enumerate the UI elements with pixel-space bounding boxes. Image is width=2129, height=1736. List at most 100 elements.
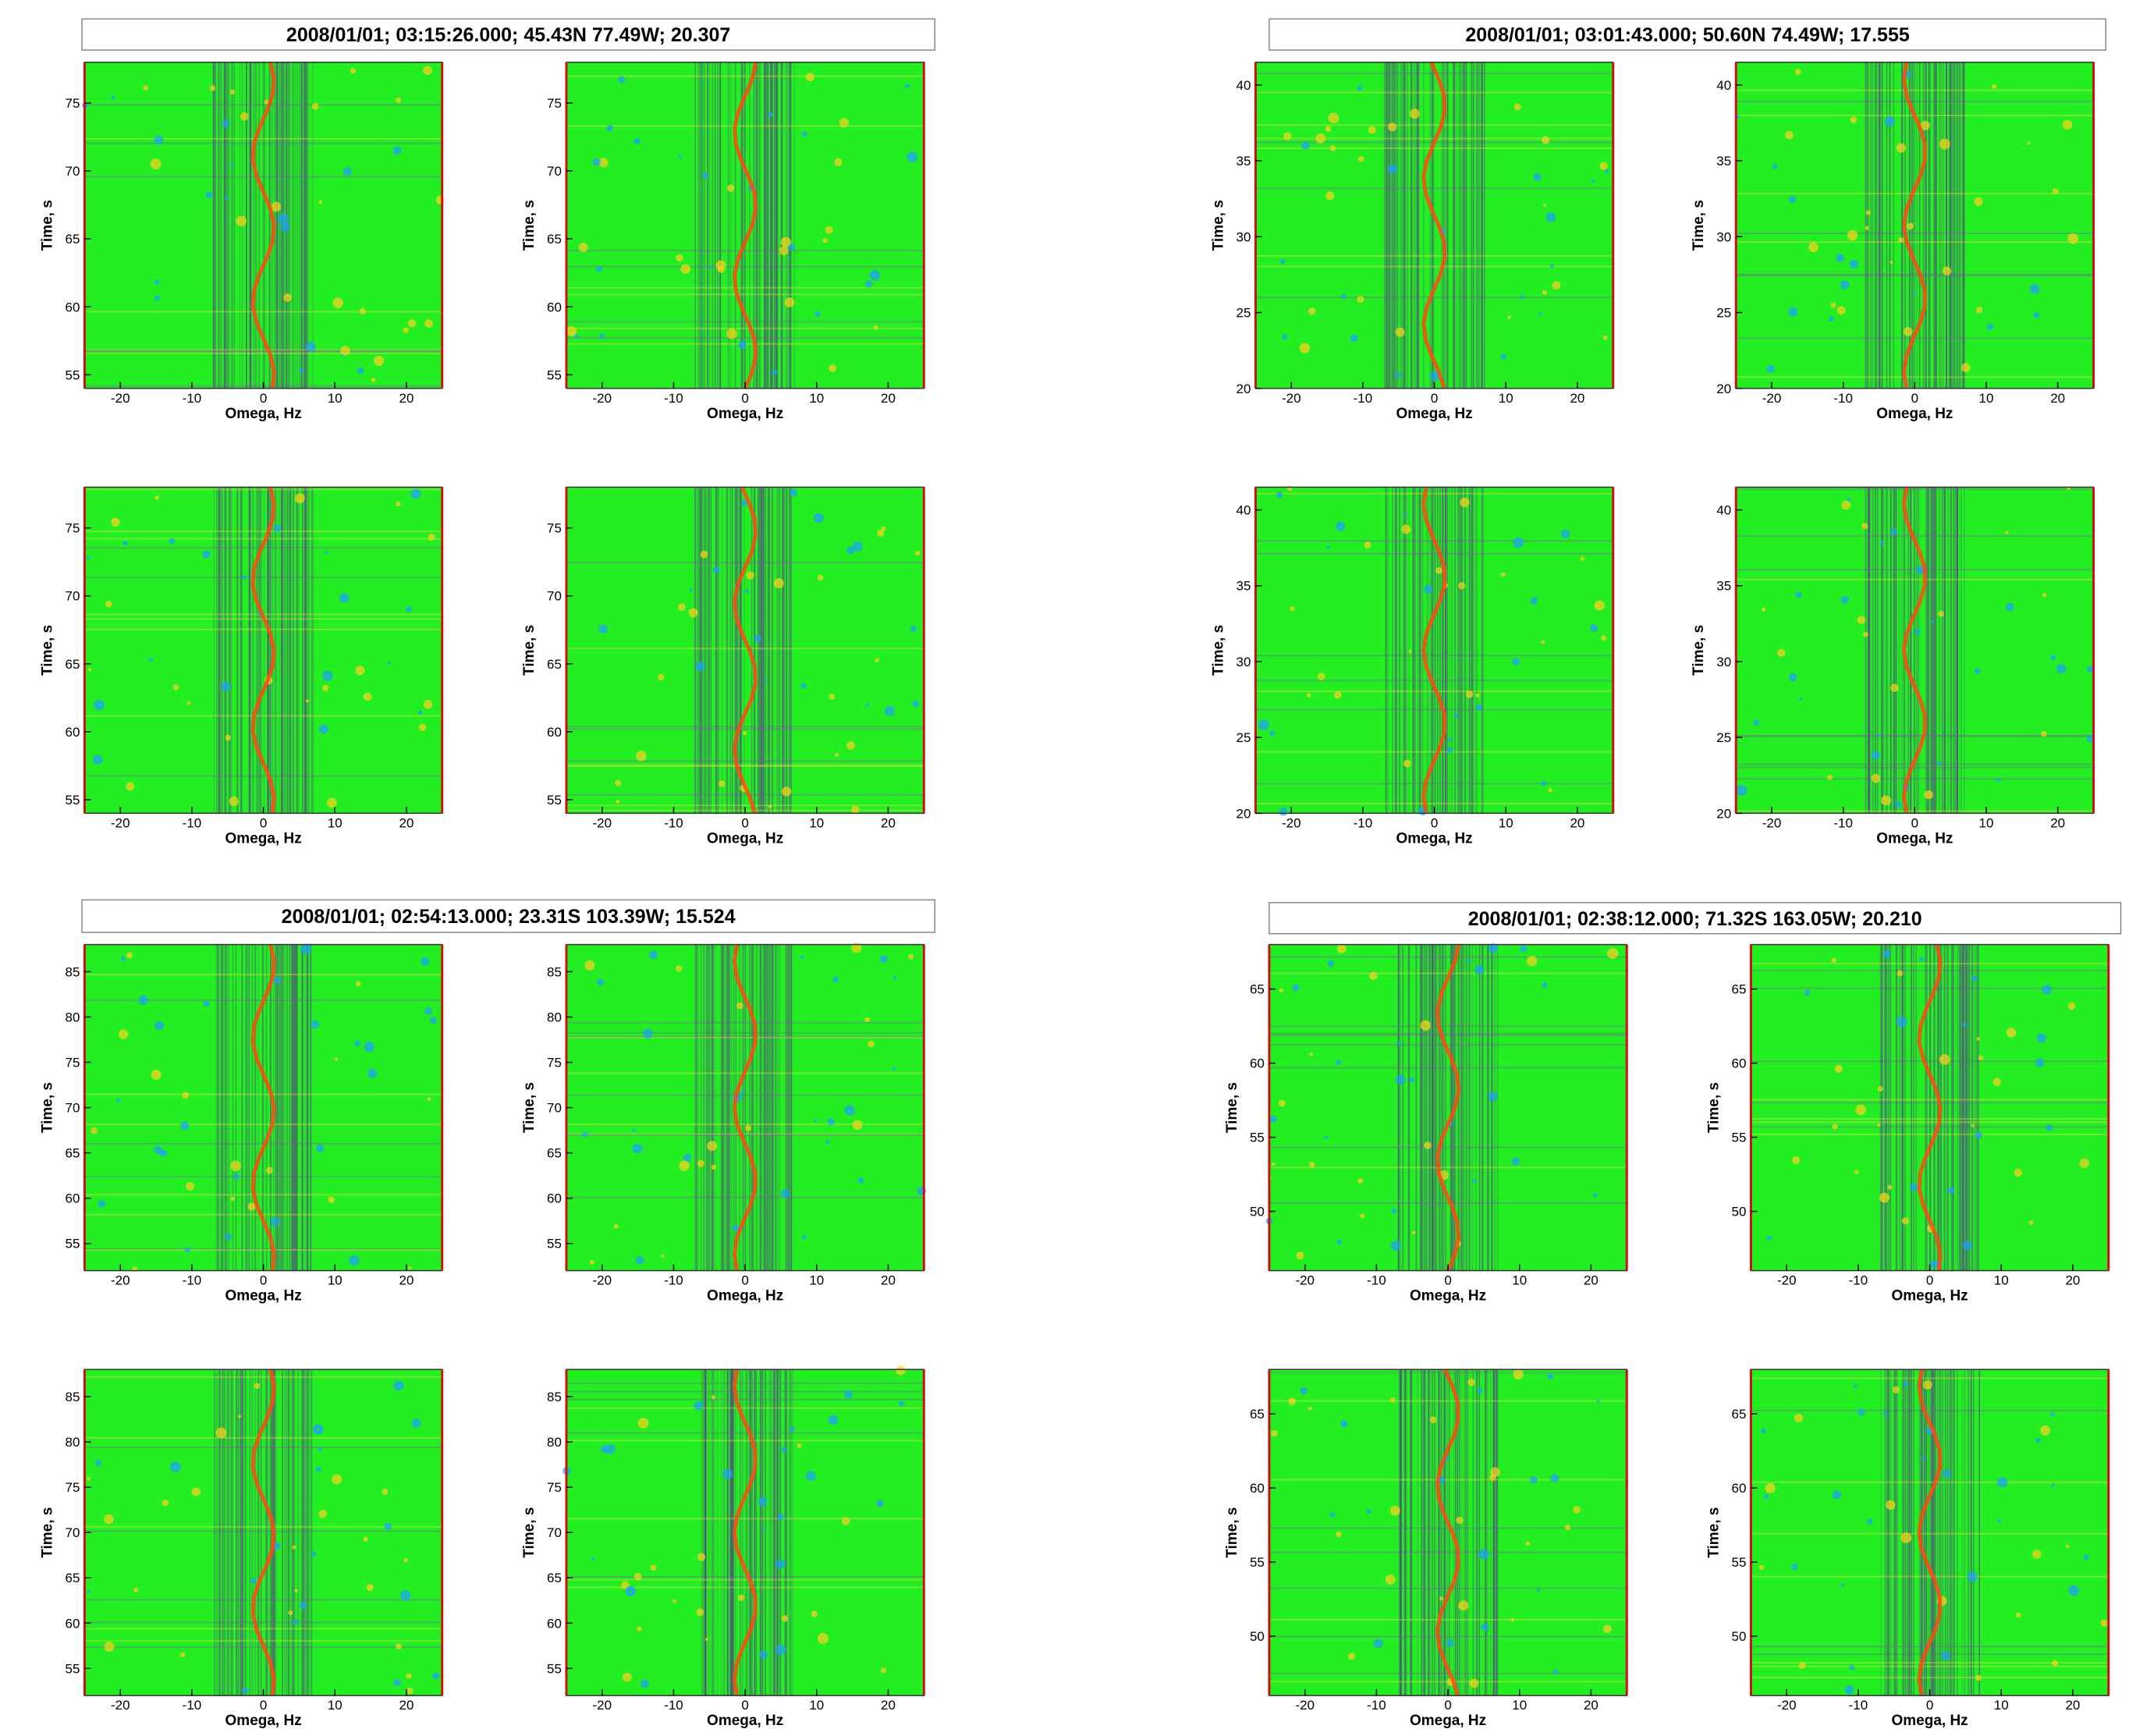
x-tick-label: 10 xyxy=(809,391,824,406)
spectrogram-texture xyxy=(596,266,602,272)
spectrogram-texture xyxy=(818,575,824,581)
spectrogram-texture xyxy=(192,1487,200,1496)
spectrogram-texture xyxy=(1424,1141,1432,1149)
y-tick-label: 75 xyxy=(547,1480,562,1495)
spectrogram-texture xyxy=(1833,1490,1841,1499)
spectrogram-texture xyxy=(1963,1241,1972,1250)
y-axis-label: Time, s xyxy=(521,1082,538,1133)
y-tick-label: 55 xyxy=(547,1237,562,1251)
spectrogram-texture xyxy=(393,1380,403,1390)
spectrogram-texture xyxy=(1996,779,2000,783)
spectrogram-texture xyxy=(2005,531,2008,534)
spectrogram-texture xyxy=(1765,1483,1776,1493)
spectrogram-texture xyxy=(1366,1509,1371,1514)
spectrogram-texture xyxy=(1987,324,1993,330)
spectrogram-texture xyxy=(726,328,737,339)
spectrogram-texture xyxy=(1421,1021,1431,1031)
spectrogram-texture xyxy=(1887,1185,1892,1190)
spectrogram-texture xyxy=(104,1514,114,1525)
y-tick-label: 80 xyxy=(66,1010,80,1024)
spectrogram-texture xyxy=(775,1645,786,1655)
spectrogram-texture xyxy=(1897,1017,1907,1028)
spectrogram-texture xyxy=(2042,985,2051,994)
y-tick-label: 65 xyxy=(66,1571,80,1585)
spectrogram-texture xyxy=(343,167,352,176)
spectrogram-texture xyxy=(864,1017,870,1023)
y-tick-label: 65 xyxy=(547,232,562,247)
spectrogram-texture xyxy=(1410,108,1420,119)
spectrogram-texture xyxy=(1599,162,1607,169)
spectrogram-texture xyxy=(1883,1411,1888,1416)
spectrogram-texture xyxy=(584,960,594,971)
spectrogram-texture xyxy=(754,635,762,643)
y-axis-label: Time, s xyxy=(1691,200,1707,250)
spectrogram-texture xyxy=(1341,293,1347,299)
spectrogram-texture xyxy=(765,680,768,683)
spectrogram-texture xyxy=(880,955,888,963)
y-tick-label: 20 xyxy=(1236,382,1251,396)
spectrogram-texture xyxy=(772,370,777,375)
spectrogram-texture xyxy=(1595,601,1605,611)
spectrogram-texture xyxy=(913,701,920,708)
spectrogram-texture xyxy=(865,280,873,288)
panel: -20-10010202025303540Omega, HzTime, s xyxy=(1210,62,1613,422)
spectrogram-texture xyxy=(1520,294,1525,299)
spectrogram-texture xyxy=(619,76,626,83)
x-tick-label: 20 xyxy=(1570,391,1584,406)
spectrogram-texture xyxy=(1938,611,1944,617)
panel: -20-100102050556065Omega, HzTime, s xyxy=(1224,943,1627,1304)
spectrogram-texture xyxy=(126,952,133,958)
panel: -20-10010202025303540Omega, HzTime, s xyxy=(1210,485,1613,847)
panel: -20-10010205560657075Omega, HzTime, s xyxy=(39,487,442,847)
x-axis-label: Omega, Hz xyxy=(1410,1713,1486,1729)
x-tick-label: 10 xyxy=(1499,815,1513,830)
spectrogram-texture xyxy=(406,1674,412,1679)
spectrogram-texture xyxy=(1408,650,1411,653)
spectrogram-texture xyxy=(1919,957,1924,961)
spectrogram-texture xyxy=(623,1673,632,1682)
y-tick-label: 65 xyxy=(1250,982,1265,997)
spectrogram-texture xyxy=(1764,1494,1769,1499)
spectrogram-texture xyxy=(222,119,230,127)
spectrogram-texture xyxy=(105,1642,115,1652)
spectrogram-texture xyxy=(154,296,160,301)
spectrogram-texture xyxy=(1520,945,1527,952)
spectrogram-texture xyxy=(1550,264,1554,268)
x-tick-label: -10 xyxy=(183,1698,202,1713)
spectrogram-texture xyxy=(1435,567,1442,574)
spectrogram-texture xyxy=(1943,1470,1950,1478)
x-axis-label: Omega, Hz xyxy=(707,830,783,847)
spectrogram-texture xyxy=(1512,658,1520,666)
spectrogram-texture xyxy=(782,1447,787,1453)
spectrogram-texture xyxy=(1513,538,1524,548)
spectrogram-texture xyxy=(2016,1613,2021,1618)
spectrogram-texture xyxy=(1533,173,1541,181)
spectrogram-texture xyxy=(1318,673,1325,680)
spectrogram-texture xyxy=(2068,233,2079,244)
panel: -20-100102055606570758085Omega, HzTime, … xyxy=(39,1369,442,1729)
x-tick-label: 10 xyxy=(328,391,342,406)
y-tick-label: 65 xyxy=(1732,1407,1747,1422)
spectrogram-texture xyxy=(250,1578,256,1583)
x-tick-label: 10 xyxy=(1979,815,1994,830)
x-axis-label: Omega, Hz xyxy=(707,406,783,422)
y-axis-label: Time, s xyxy=(39,1082,55,1133)
spectrogram-texture xyxy=(899,1401,904,1406)
spectrogram-texture xyxy=(1458,1600,1468,1610)
y-tick-label: 60 xyxy=(1732,1481,1747,1496)
spectrogram-texture xyxy=(1412,1231,1416,1235)
x-axis-label: Omega, Hz xyxy=(1876,830,1953,847)
spectrogram-texture xyxy=(745,1125,751,1131)
spectrogram-texture xyxy=(593,158,601,166)
spectrogram-texture xyxy=(1308,1407,1312,1411)
y-tick-label: 60 xyxy=(547,725,562,740)
spectrogram-texture xyxy=(829,364,836,372)
spectrogram-texture xyxy=(95,1460,101,1466)
y-tick-label: 70 xyxy=(547,589,562,604)
spectrogram-texture xyxy=(789,244,795,250)
spectrogram-texture xyxy=(1454,713,1458,717)
y-axis-label: Time, s xyxy=(521,200,538,250)
x-tick-label: 20 xyxy=(881,1698,896,1713)
spectrogram-texture xyxy=(1325,126,1332,132)
spectrogram-texture xyxy=(406,606,412,612)
